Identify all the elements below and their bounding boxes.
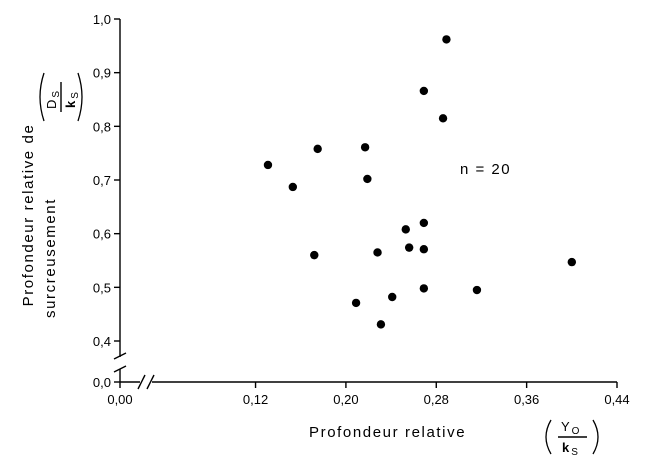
scatter-point (263, 160, 273, 170)
y-tick-label: 0,0 (93, 375, 111, 390)
scatter-point (351, 298, 361, 308)
y-axis-title-line2: surcreusement (42, 198, 59, 318)
ticks: 0,0 0,4 0,5 0,6 0,7 0,8 0,9 1,0 0,00 0,12 0,20 0,28… (93, 12, 630, 407)
scatter-point (401, 225, 410, 234)
y-tick-label: 0,8 (93, 119, 111, 134)
scatter-point (404, 243, 414, 252)
x-tick-label: 0,44 (604, 392, 629, 407)
axes (113, 19, 617, 390)
x-tick-label: 0,36 (514, 392, 539, 407)
y-fraction-denominator-sub: S (70, 92, 81, 99)
scatter-point (442, 35, 451, 44)
x-fraction-denominator: k (562, 440, 570, 455)
x-fraction-denominator-sub: S (571, 447, 578, 458)
x-axis-break-mark (146, 374, 155, 390)
scatter-point (419, 218, 429, 228)
scatter-point (472, 285, 482, 295)
svg-text:kS: kS (63, 92, 81, 108)
scatter-point (313, 144, 322, 154)
x-fraction-numerator-sub: O (572, 426, 580, 437)
y-axis-title: Profondeur relative de (20, 124, 37, 307)
x-axis-break-mark (137, 374, 146, 390)
scatter-point (360, 143, 370, 152)
y-fraction-numerator-sub: S (51, 91, 62, 98)
data-points (263, 35, 577, 329)
scatter-point (363, 174, 372, 184)
scatter-point (388, 292, 397, 302)
scatter-point (310, 250, 319, 260)
x-tick-label: 0,28 (424, 392, 449, 407)
y-tick-label: 0,7 (93, 173, 111, 188)
y-tick-label: 0,4 (93, 334, 111, 349)
scatter-point (376, 320, 386, 329)
y-axis-label-line1: Profondeur relative de (20, 124, 37, 307)
svg-text:kS: kS (562, 440, 578, 458)
y-fraction-denominator: k (63, 100, 78, 108)
scatter-point (567, 257, 577, 267)
x-tick-label: 0,12 (243, 392, 268, 407)
y-tick-label: 0,5 (93, 280, 111, 295)
scatter-point (373, 248, 382, 257)
x-tick-label: 0,20 (333, 392, 358, 407)
scatter-point (419, 86, 429, 96)
y-axis-break-mark (113, 365, 127, 373)
scatter-point (419, 284, 429, 293)
sample-size-annotation: n = 20 (460, 161, 511, 178)
y-axis-break-mark (113, 352, 127, 360)
x-tick-label: 0,00 (107, 392, 132, 407)
scatter-point (438, 114, 448, 123)
x-fraction-numerator: Y (561, 419, 570, 434)
y-fraction-numerator: D (44, 100, 59, 109)
scatter-point (419, 245, 429, 254)
y-axis-label-line2: surcreusement (42, 198, 59, 318)
y-tick-label: 0,6 (93, 227, 111, 242)
y-axis-fraction: DS kS (39, 72, 83, 122)
y-tick-label: 1,0 (93, 12, 111, 27)
scatter-point (288, 182, 298, 192)
y-tick-label: 0,9 (93, 66, 111, 81)
x-axis-label: Profondeur relative (309, 424, 466, 441)
svg-text:DS: DS (44, 91, 62, 109)
svg-text:YO: YO (561, 419, 580, 437)
